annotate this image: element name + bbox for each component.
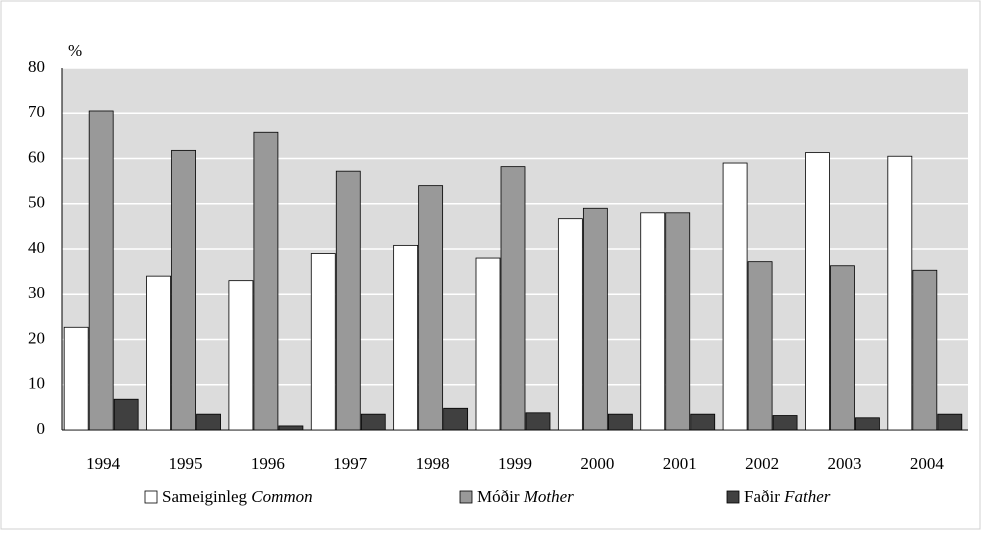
legend-label: Sameiginleg Common [162, 487, 313, 506]
bar [393, 244, 419, 431]
legend-swatch [726, 490, 740, 504]
x-tick-label: 2003 [827, 454, 861, 473]
bar [228, 280, 254, 431]
y-tick-label: 60 [28, 147, 45, 166]
bar [690, 413, 716, 431]
bar [335, 170, 361, 431]
bar [582, 207, 608, 431]
bar [665, 212, 691, 431]
x-tick-label: 1999 [498, 454, 532, 473]
y-tick-label: 0 [37, 419, 46, 438]
x-tick-label: 1996 [251, 454, 285, 473]
bar [253, 131, 279, 431]
legend-label-part: Sameiginleg [162, 487, 251, 506]
bar [855, 417, 880, 431]
x-tick-label: 2001 [663, 454, 697, 473]
bar [146, 275, 171, 431]
y-tick-label: 80 [28, 57, 45, 76]
x-tick-label: 1995 [169, 454, 203, 473]
x-tick-label: 2000 [580, 454, 614, 473]
bar [475, 257, 501, 431]
bar [640, 212, 666, 431]
legend-label: Faðir Father [744, 487, 831, 506]
y-tick-label: 70 [28, 102, 45, 121]
bar [88, 110, 114, 431]
bar [443, 407, 469, 431]
y-tick-label: 10 [28, 374, 45, 393]
y-tick-label: 20 [28, 328, 45, 347]
bar [887, 155, 913, 431]
legend-label-part: Mother [523, 487, 574, 506]
legend-swatch [459, 490, 473, 504]
bar [63, 326, 89, 431]
x-tick-label: 2004 [910, 454, 945, 473]
bar [418, 185, 444, 431]
x-tick-label: 1997 [333, 454, 368, 473]
bar [196, 413, 221, 431]
bar [360, 413, 386, 431]
legend-label-part: Móðir [477, 487, 524, 506]
bar [722, 162, 748, 431]
legend-label-part: Faðir [744, 487, 784, 506]
bar [805, 152, 830, 431]
bar [937, 413, 963, 431]
bar [113, 398, 139, 431]
bar [830, 265, 855, 431]
y-tick-label: 30 [28, 283, 45, 302]
x-tick-label: 1994 [86, 454, 121, 473]
bar [557, 218, 583, 431]
legend-label: Móðir Mother [477, 487, 574, 506]
x-tick-label: 2002 [745, 454, 779, 473]
bar [278, 425, 304, 431]
y-axis-label: % [68, 41, 82, 60]
legend-swatch [144, 490, 158, 504]
bar [607, 413, 633, 431]
bar [912, 269, 938, 431]
bar [500, 166, 526, 431]
bar [525, 412, 551, 431]
bar [747, 261, 773, 431]
legend-label-part: Father [783, 487, 831, 506]
legend-label-part: Common [251, 487, 312, 506]
x-tick-label: 1998 [416, 454, 450, 473]
y-tick-label: 50 [28, 193, 45, 212]
bar [310, 253, 336, 431]
y-tick-label: 40 [28, 238, 45, 257]
bar [772, 415, 798, 431]
bar [171, 149, 196, 431]
